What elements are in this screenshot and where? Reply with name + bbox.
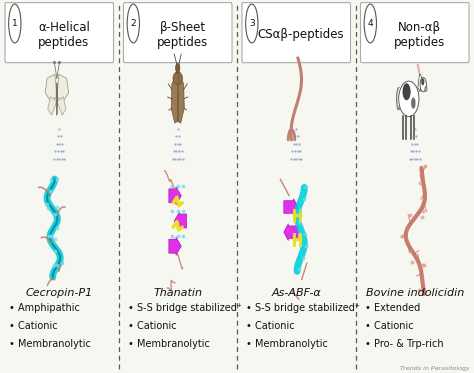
Circle shape bbox=[9, 4, 21, 43]
Ellipse shape bbox=[420, 78, 427, 92]
Ellipse shape bbox=[399, 81, 419, 116]
Text: • Amphipathic: • Amphipathic bbox=[9, 303, 81, 313]
Ellipse shape bbox=[173, 72, 182, 85]
Polygon shape bbox=[171, 73, 178, 123]
FancyBboxPatch shape bbox=[5, 3, 114, 63]
FancyBboxPatch shape bbox=[360, 3, 469, 63]
Text: • S-S bridge stabilized⁺: • S-S bridge stabilized⁺ bbox=[246, 303, 361, 313]
Text: 4: 4 bbox=[367, 19, 373, 28]
FancyBboxPatch shape bbox=[123, 3, 232, 63]
Text: • Membranolytic: • Membranolytic bbox=[9, 339, 91, 348]
Polygon shape bbox=[57, 97, 66, 115]
Text: As-ABF-α: As-ABF-α bbox=[272, 288, 321, 298]
Text: β-Sheet
peptides: β-Sheet peptides bbox=[157, 21, 208, 48]
Text: • Cationic: • Cationic bbox=[9, 321, 58, 330]
Text: • Cationic: • Cationic bbox=[128, 321, 177, 330]
Text: Bovine indolicidin: Bovine indolicidin bbox=[365, 288, 464, 298]
FancyArrow shape bbox=[284, 224, 298, 241]
Text: 2: 2 bbox=[130, 19, 136, 28]
Text: • Pro- & Trp-rich: • Pro- & Trp-rich bbox=[365, 339, 444, 348]
Polygon shape bbox=[57, 74, 69, 101]
Ellipse shape bbox=[56, 82, 58, 115]
FancyArrow shape bbox=[169, 237, 181, 255]
Circle shape bbox=[364, 4, 376, 43]
Text: • Extended: • Extended bbox=[365, 303, 420, 313]
Circle shape bbox=[246, 4, 258, 43]
Ellipse shape bbox=[411, 97, 416, 109]
Polygon shape bbox=[45, 74, 57, 101]
Polygon shape bbox=[418, 73, 422, 92]
FancyArrow shape bbox=[169, 187, 181, 205]
Text: Trends in Parasitology: Trends in Parasitology bbox=[400, 366, 469, 371]
Text: • Cationic: • Cationic bbox=[246, 321, 295, 330]
Text: 3: 3 bbox=[249, 19, 255, 28]
Polygon shape bbox=[178, 73, 184, 123]
Text: α-Helical
peptides: α-Helical peptides bbox=[38, 21, 90, 48]
Ellipse shape bbox=[421, 78, 424, 85]
Polygon shape bbox=[48, 97, 57, 115]
Text: 1: 1 bbox=[12, 19, 18, 28]
Ellipse shape bbox=[425, 87, 427, 91]
Text: • Cationic: • Cationic bbox=[365, 321, 414, 330]
Text: Non-αβ
peptides: Non-αβ peptides bbox=[394, 21, 445, 48]
FancyArrow shape bbox=[284, 198, 298, 216]
Text: • Membranolytic: • Membranolytic bbox=[246, 339, 328, 348]
Text: CSαβ-peptides: CSαβ-peptides bbox=[258, 28, 344, 41]
Ellipse shape bbox=[176, 63, 180, 73]
FancyBboxPatch shape bbox=[242, 3, 350, 63]
Text: Thanatin: Thanatin bbox=[153, 288, 202, 298]
Circle shape bbox=[127, 4, 139, 43]
Text: • S-S bridge stabilized⁺: • S-S bridge stabilized⁺ bbox=[128, 303, 242, 313]
FancyArrow shape bbox=[174, 212, 187, 230]
Text: • Membranolytic: • Membranolytic bbox=[128, 339, 210, 348]
Text: Cecropin-P1: Cecropin-P1 bbox=[26, 288, 93, 298]
Ellipse shape bbox=[402, 83, 410, 100]
